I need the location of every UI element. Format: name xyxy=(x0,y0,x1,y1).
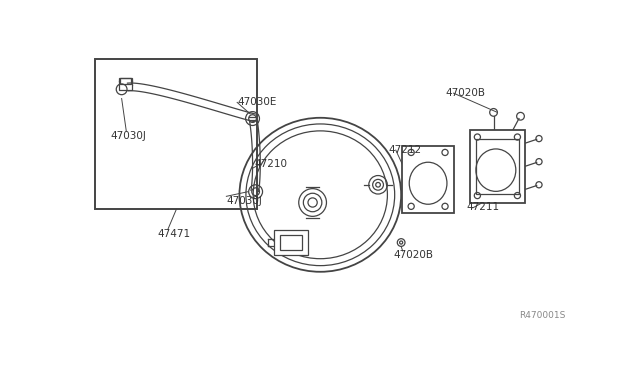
Text: 47210: 47210 xyxy=(255,158,288,169)
Bar xyxy=(476,140,519,194)
Ellipse shape xyxy=(239,118,401,272)
Text: 47030J: 47030J xyxy=(111,131,147,141)
Text: 47020B: 47020B xyxy=(394,250,433,260)
Text: 47020B: 47020B xyxy=(446,88,486,98)
Bar xyxy=(470,130,525,203)
Bar xyxy=(120,78,131,84)
Text: 47471: 47471 xyxy=(157,230,190,240)
Text: 47030E: 47030E xyxy=(237,97,276,107)
Text: R470001S: R470001S xyxy=(519,311,565,320)
Text: 47211: 47211 xyxy=(467,202,500,212)
Bar xyxy=(402,145,454,213)
Bar xyxy=(280,235,302,250)
Bar xyxy=(95,58,257,209)
Text: 47212: 47212 xyxy=(388,145,421,155)
Text: 47030J: 47030J xyxy=(227,196,262,206)
Bar xyxy=(118,78,132,90)
Bar xyxy=(274,230,308,255)
